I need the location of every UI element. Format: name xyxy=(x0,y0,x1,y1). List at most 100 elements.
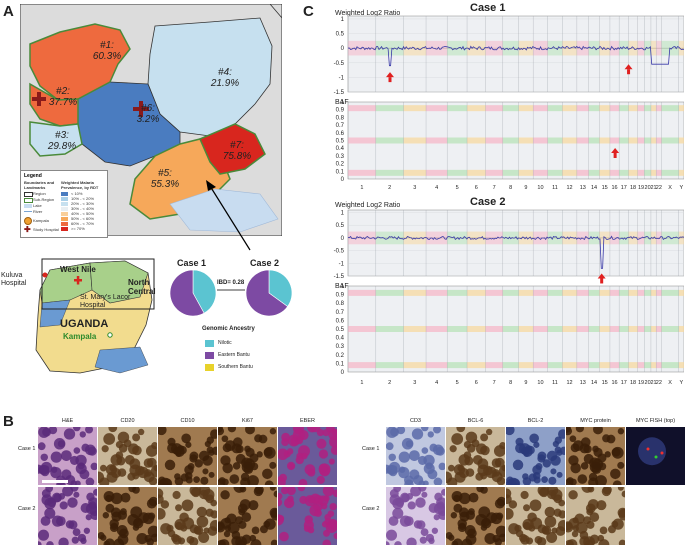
baf-band xyxy=(348,105,376,112)
baf-band xyxy=(644,137,651,144)
bin-label: 40% - < 50% xyxy=(71,211,95,216)
chromosome-label: Y xyxy=(680,185,684,191)
stain-header: H&E xyxy=(61,418,74,424)
region-3-label: #3: 29.8% xyxy=(47,130,77,152)
baf-band xyxy=(661,362,679,369)
bin-swatch xyxy=(61,191,68,196)
baf-band xyxy=(533,169,548,176)
baf-band xyxy=(375,289,404,296)
baf-band xyxy=(678,105,684,112)
baf-band xyxy=(562,105,577,112)
chromosome-band xyxy=(678,40,684,56)
baf-band xyxy=(447,326,468,332)
pie-slice xyxy=(268,269,293,307)
chromosome-band xyxy=(502,40,519,56)
chromosome-band xyxy=(576,231,589,245)
baf-band xyxy=(467,326,486,332)
histology-tile xyxy=(218,487,277,545)
baf-band xyxy=(467,289,486,296)
histology-tile xyxy=(278,427,337,485)
log2-tick: -0.5 xyxy=(334,61,345,67)
eastern-bantu-swatch xyxy=(205,351,214,359)
baf-band xyxy=(403,326,427,332)
baf-band xyxy=(533,289,548,296)
histology-tile xyxy=(38,487,97,545)
study-hospital-legend-icon: ✚ xyxy=(24,225,31,234)
log2-tick: -1.5 xyxy=(334,90,345,96)
chromosome-band xyxy=(619,231,629,245)
baf-band xyxy=(533,105,548,112)
baf-band xyxy=(637,326,645,332)
baf-band xyxy=(678,169,684,176)
chromosome-label: 15 xyxy=(602,380,608,386)
baf-band xyxy=(619,289,629,296)
baf-band xyxy=(562,362,577,369)
chromosome-band xyxy=(650,40,657,56)
histology-tile xyxy=(506,427,565,485)
bin-swatch xyxy=(61,211,68,216)
study-hospital-icon xyxy=(133,101,149,117)
histology-tile xyxy=(98,487,157,545)
eastern-bantu-label: Eastern Bantu xyxy=(218,352,250,358)
legend-prevalence-title: Weighted Malaria Prevalence, by RDT xyxy=(61,180,99,190)
baf-band xyxy=(650,169,657,176)
baf-band xyxy=(656,289,662,296)
chromosome-band xyxy=(678,231,684,245)
baf-band xyxy=(656,362,662,369)
lake-swatch xyxy=(24,204,32,208)
red-arrow-icon xyxy=(386,72,394,83)
stain-header: MYC FISH (top) xyxy=(635,418,676,424)
chromosome-band xyxy=(533,231,548,245)
baf-band xyxy=(375,326,404,332)
bin-label: 30% - < 40% xyxy=(71,206,95,211)
baf-band xyxy=(661,169,679,176)
baf-band xyxy=(485,326,503,332)
baf-band xyxy=(599,105,610,112)
chromosome-band xyxy=(426,231,448,245)
chromosome-label: 17 xyxy=(621,185,627,191)
baf-band xyxy=(576,105,589,112)
baf-tick: 0.2 xyxy=(336,162,345,168)
chromosome-label: 8 xyxy=(509,185,512,191)
chromosome-band xyxy=(656,231,662,245)
baf-band xyxy=(650,289,657,296)
baf-band xyxy=(637,362,645,369)
bin-swatch xyxy=(61,201,68,206)
baf-band xyxy=(650,137,657,144)
chromosome-band xyxy=(375,231,404,245)
baf-tick: 0.6 xyxy=(336,131,345,137)
baf-tick: 0.1 xyxy=(336,361,345,367)
log2-trace xyxy=(347,235,684,269)
log2-tick: 0.5 xyxy=(336,223,345,229)
baf-band xyxy=(518,362,534,369)
baf-band xyxy=(447,362,468,369)
baf-tick: 0.1 xyxy=(336,169,345,175)
baf-tick: 0.7 xyxy=(336,123,345,129)
baf-band xyxy=(650,326,657,332)
baf-band xyxy=(426,105,448,112)
baf-band xyxy=(375,105,404,112)
baf-tick: 0.5 xyxy=(336,139,345,145)
baf-band xyxy=(403,169,427,176)
baf-band xyxy=(502,326,519,332)
histology-right-grid: CD3 BCL-6 BCL-2 MYC protein MYC FISH (top) Ca… xyxy=(362,418,685,548)
ancestry-case1-label: Case 1 xyxy=(177,258,207,268)
log2-tick: 0 xyxy=(341,46,345,52)
chromosome-label: 10 xyxy=(537,185,543,191)
baf-band xyxy=(485,289,503,296)
baf-tick: 0.4 xyxy=(336,336,345,342)
histology-tile xyxy=(278,487,337,545)
baf-band xyxy=(502,289,519,296)
baf-band xyxy=(562,289,577,296)
baf-band xyxy=(502,169,519,176)
chromosome-band xyxy=(588,40,600,56)
panel-label-c: C xyxy=(303,3,314,20)
histology-tile xyxy=(446,487,505,545)
baf-band xyxy=(502,137,519,144)
baf-band xyxy=(678,289,684,296)
chromosome-label: 14 xyxy=(591,380,597,386)
chromosome-band xyxy=(628,40,638,56)
baf-band xyxy=(628,289,638,296)
west-nile-label: West Nile xyxy=(60,265,96,274)
baf-band xyxy=(447,169,468,176)
